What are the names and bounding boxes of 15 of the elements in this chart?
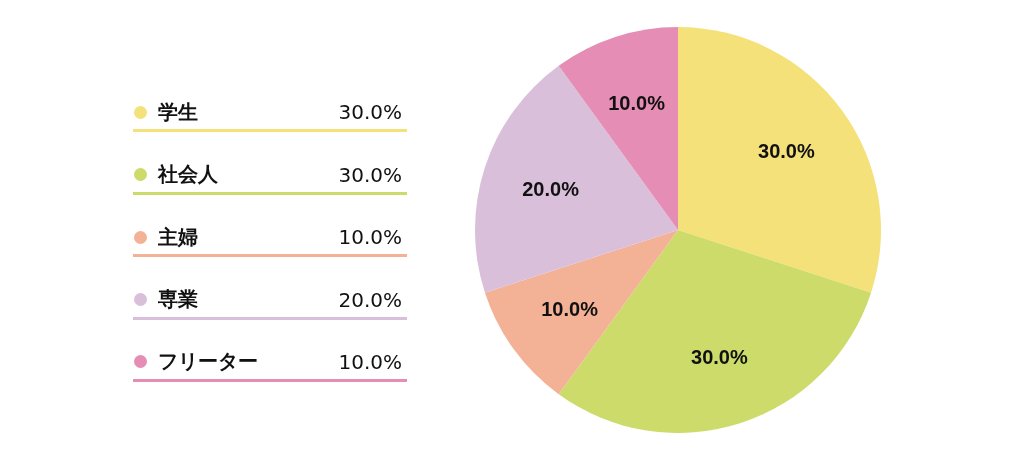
data-label: 10.0%: [608, 91, 666, 114]
data-label: 10.0%: [541, 297, 599, 320]
data-label: 30.0%: [758, 140, 815, 163]
legend-label: 学生: [158, 98, 198, 126]
data-label: 30.0%: [691, 346, 748, 369]
data-label: 20.0%: [522, 177, 580, 200]
text: 10.0%: [338, 349, 402, 374]
text: 30.0%: [338, 162, 402, 187]
text: 20.0%: [338, 287, 402, 312]
legend-label: フリーター: [158, 348, 258, 376]
text: 10.0%: [338, 225, 402, 250]
legend-label: 専業: [158, 286, 198, 314]
legend-label: 主婦: [158, 223, 198, 251]
text: 30.0%: [338, 100, 402, 125]
legend-label: 社会人: [158, 161, 218, 189]
